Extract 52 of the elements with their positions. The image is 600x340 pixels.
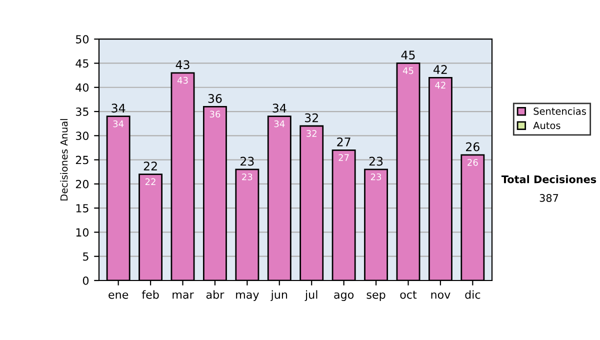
y-tick-label: 5 bbox=[83, 252, 88, 261]
total-label: 23 bbox=[240, 156, 254, 166]
x-tick-label: may bbox=[236, 292, 259, 301]
text: Total Decisiones bbox=[501, 175, 596, 184]
total-label: 27 bbox=[337, 137, 350, 146]
data-label: 23 bbox=[370, 173, 382, 180]
x-tick-label: jun bbox=[270, 290, 288, 301]
y-tick-label: 30 bbox=[76, 132, 89, 140]
y-tick-label: 10 bbox=[76, 228, 89, 237]
data-label: 22 bbox=[145, 178, 156, 186]
total-label: 22 bbox=[144, 162, 157, 170]
data-label: 34 bbox=[274, 120, 285, 128]
total-label: 23 bbox=[369, 156, 383, 166]
y-tick-label: 45 bbox=[76, 59, 88, 68]
total-label: 45 bbox=[401, 50, 415, 60]
legend-label: Sentencias bbox=[534, 107, 586, 115]
data-label: 32 bbox=[306, 130, 316, 137]
x-tick-label: sep bbox=[366, 292, 386, 301]
total-label: 34 bbox=[272, 104, 286, 113]
total-label: 42 bbox=[434, 65, 447, 74]
y-tick-label: 50 bbox=[76, 35, 89, 44]
x-tick-label: ene bbox=[108, 292, 128, 299]
data-label: 26 bbox=[468, 158, 478, 166]
y-tick-label: 35 bbox=[76, 107, 88, 116]
data-label: 45 bbox=[402, 67, 414, 74]
x-tick-label: mar bbox=[172, 292, 194, 299]
total-label: 32 bbox=[304, 113, 318, 122]
y-tick-label: 40 bbox=[76, 83, 89, 92]
y-tick-label: 25 bbox=[76, 156, 88, 164]
legend-label: Autos bbox=[533, 122, 560, 130]
total-label: 34 bbox=[112, 104, 126, 113]
x-tick-label: ago bbox=[334, 292, 354, 301]
x-tick-label: abr bbox=[206, 290, 224, 299]
y-tick-label: 20 bbox=[76, 180, 89, 188]
y-tick-label: 0 bbox=[82, 276, 89, 285]
data-label: 23 bbox=[242, 173, 252, 180]
data-label: 43 bbox=[177, 76, 188, 84]
x-tick-label: jul bbox=[304, 290, 318, 301]
data-label: 34 bbox=[113, 120, 124, 128]
x-tick-label: dic bbox=[465, 290, 480, 299]
data-label: 27 bbox=[338, 154, 349, 161]
x-tick-label: nov bbox=[431, 292, 450, 299]
text: 387 bbox=[540, 194, 558, 202]
data-label: 42 bbox=[435, 82, 446, 88]
total-label: 36 bbox=[208, 94, 222, 103]
total-label: 26 bbox=[466, 142, 480, 152]
total-label: 43 bbox=[176, 60, 190, 70]
y-tick-label: 15 bbox=[76, 204, 88, 212]
data-label: 36 bbox=[210, 110, 220, 118]
y-axis-title: Decisiones Anual bbox=[60, 119, 68, 200]
x-tick-label: oct bbox=[400, 290, 417, 299]
x-tick-label: feb bbox=[142, 290, 159, 299]
